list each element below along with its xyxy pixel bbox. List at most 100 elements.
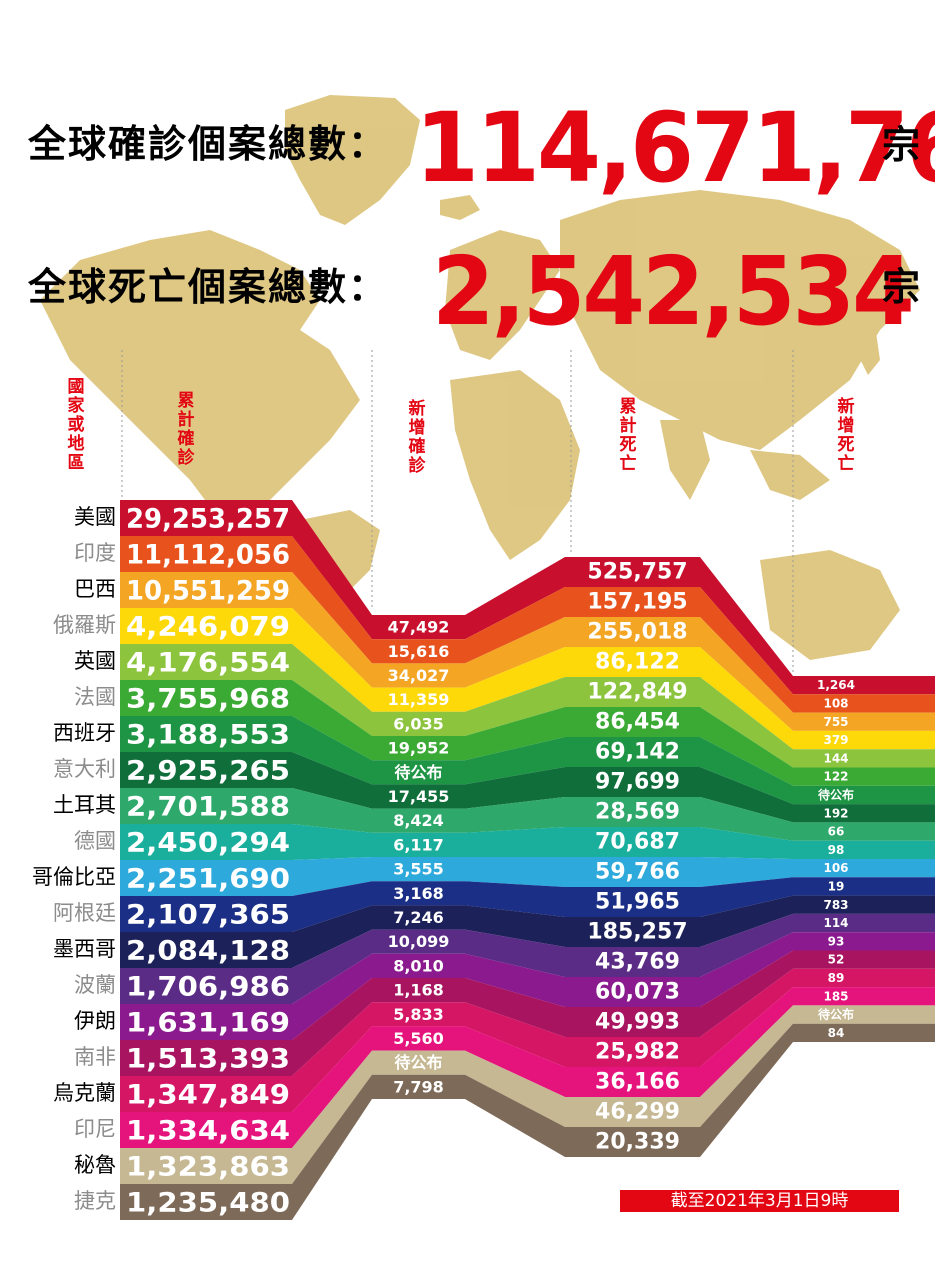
cumulative-deaths-label-3: 255,018 (587, 620, 687, 645)
cumulative-deaths-label-7: 69,142 (595, 740, 680, 765)
band-7 (120, 716, 935, 805)
country-name-1: 美國 (74, 505, 116, 529)
country-name-8: 意大利 (53, 757, 116, 781)
cumulative-deaths-label-9: 28,569 (595, 800, 680, 825)
band-9 (120, 788, 935, 841)
column-header-cumulative-cases: 累計確診 (177, 391, 195, 468)
as-of-date-footnote: 截至2021年3月1日9時 (620, 1190, 899, 1212)
new-deaths-label-2: 108 (823, 696, 848, 710)
band-20 (120, 1023, 935, 1220)
band-18 (120, 987, 935, 1148)
global-cases-value: 114,671,769 (415, 91, 935, 204)
cumulative-deaths-label-12: 51,965 (595, 890, 680, 915)
new-deaths-label-3: 755 (823, 715, 848, 729)
cumulative-cases-label-5: 4,176,554 (126, 648, 290, 679)
cumulative-cases-label-15: 1,631,169 (126, 1008, 290, 1039)
band-12 (120, 877, 935, 932)
new-cases-label-11: 3,555 (393, 860, 444, 879)
country-name-9: 土耳其 (53, 793, 116, 817)
new-deaths-label-18: 185 (823, 989, 848, 1003)
cumulative-deaths-label-8: 97,699 (595, 770, 680, 795)
global-deaths-label: 全球死亡個案總數： (28, 265, 389, 309)
cumulative-deaths-label-4: 86,122 (595, 650, 680, 675)
band-19 (120, 1005, 935, 1184)
new-cases-label-6: 19,952 (388, 739, 450, 758)
global-deaths-value: 2,542,534 (432, 236, 915, 347)
country-name-7: 西班牙 (53, 721, 116, 745)
country-name-6: 法國 (74, 685, 116, 709)
new-deaths-label-11: 106 (823, 861, 848, 875)
cumulative-deaths-label-2: 157,195 (587, 590, 687, 615)
cumulative-cases-label-17: 1,347,849 (126, 1080, 290, 1111)
cumulative-cases-label-10: 2,450,294 (126, 828, 290, 859)
new-deaths-label-6: 122 (823, 770, 848, 784)
cumulative-deaths-label-15: 60,073 (595, 980, 680, 1005)
country-name-11: 哥倫比亞 (32, 865, 116, 889)
country-name-3: 巴西 (74, 577, 116, 601)
band-15 (120, 932, 935, 1040)
country-name-5: 英國 (74, 649, 116, 673)
new-cases-label-19: 待公布 (394, 1053, 442, 1072)
map-japan (858, 325, 880, 375)
cumulative-deaths-label-1: 525,757 (587, 560, 687, 585)
cumulative-cases-label-4: 4,246,079 (126, 612, 290, 643)
new-deaths-label-7: 待公布 (818, 787, 854, 802)
cumulative-cases-label-19: 1,323,863 (126, 1152, 290, 1183)
cumulative-deaths-label-11: 59,766 (595, 860, 680, 885)
country-name-19: 秘魯 (74, 1153, 116, 1177)
new-cases-label-15: 8,010 (393, 956, 444, 975)
cumulative-deaths-label-16: 49,993 (595, 1010, 680, 1035)
new-cases-label-20: 7,798 (393, 1077, 444, 1096)
new-deaths-label-20: 84 (828, 1026, 845, 1040)
map-southeast-asia (750, 450, 830, 500)
global-cases-label: 全球確診個案總數： (28, 122, 389, 166)
new-deaths-label-1: 1,264 (817, 678, 855, 692)
country-name-18: 印尼 (74, 1117, 116, 1141)
new-cases-label-1: 47,492 (388, 618, 450, 637)
map-india (660, 420, 710, 500)
column-header-country: 國家或地區 (67, 377, 85, 473)
country-name-14: 波蘭 (74, 973, 116, 997)
cumulative-deaths-label-19: 46,299 (595, 1100, 680, 1125)
cumulative-cases-label-7: 3,188,553 (126, 720, 290, 751)
new-cases-label-3: 34,027 (388, 666, 450, 685)
map-greenland (285, 95, 420, 225)
band-6 (120, 680, 935, 786)
map-europe (445, 230, 560, 360)
new-deaths-label-12: 19 (828, 879, 845, 893)
band-2 (120, 536, 935, 713)
map-asia (560, 190, 920, 450)
global-cases-unit: 宗 (882, 123, 921, 167)
new-deaths-label-13: 783 (823, 898, 848, 912)
new-cases-label-13: 7,246 (393, 908, 444, 927)
country-name-10: 德國 (74, 829, 116, 853)
new-cases-label-8: 17,455 (388, 787, 450, 806)
cumulative-cases-label-1: 29,253,257 (126, 504, 290, 535)
cumulative-cases-label-14: 1,706,986 (126, 972, 290, 1003)
cumulative-cases-label-12: 2,107,365 (126, 900, 290, 931)
cumulative-deaths-label-10: 70,687 (595, 830, 680, 855)
new-cases-label-17: 5,833 (393, 1005, 444, 1024)
new-deaths-label-16: 52 (828, 953, 845, 967)
column-header-cumulative-deaths: 累計死亡 (619, 397, 637, 474)
new-cases-label-10: 6,117 (393, 835, 444, 854)
country-name-15: 伊朗 (74, 1009, 116, 1033)
country-name-2: 印度 (74, 541, 116, 565)
cumulative-deaths-label-6: 86,454 (595, 710, 680, 735)
band-13 (120, 895, 935, 968)
new-cases-label-7: 待公布 (394, 763, 442, 782)
band-4 (120, 608, 935, 750)
new-deaths-label-15: 93 (828, 934, 845, 948)
country-name-4: 俄羅斯 (53, 613, 116, 637)
cumulative-cases-label-9: 2,701,588 (126, 792, 290, 823)
cumulative-cases-label-16: 1,513,393 (126, 1044, 290, 1075)
country-name-12: 阿根廷 (53, 901, 116, 925)
new-cases-label-2: 15,616 (388, 642, 450, 661)
band-11 (120, 857, 935, 896)
cumulative-cases-label-20: 1,235,480 (126, 1188, 290, 1219)
band-17 (120, 968, 935, 1112)
new-cases-label-16: 1,168 (393, 981, 444, 1000)
new-cases-label-12: 3,168 (393, 884, 444, 903)
